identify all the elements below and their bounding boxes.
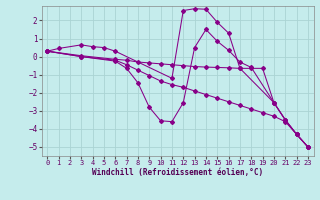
- X-axis label: Windchill (Refroidissement éolien,°C): Windchill (Refroidissement éolien,°C): [92, 168, 263, 177]
